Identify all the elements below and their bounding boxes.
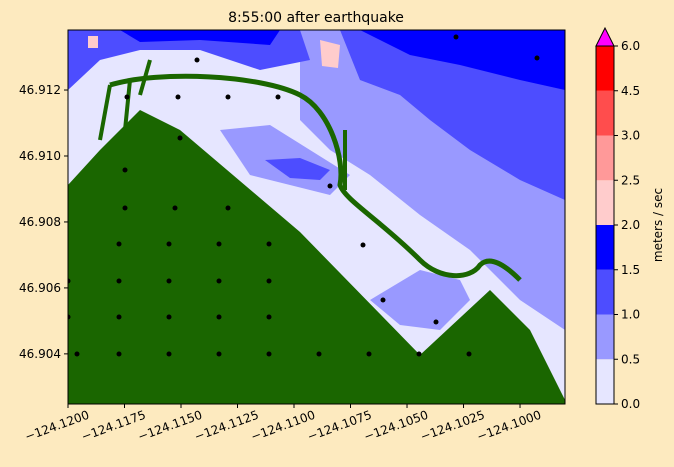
- particle: [175, 94, 181, 100]
- colorbar-tick-label: 2.5: [621, 173, 640, 187]
- particle: [380, 297, 386, 303]
- particle: [216, 241, 222, 247]
- particle: [166, 351, 172, 357]
- land: [68, 110, 565, 404]
- particle: [366, 351, 372, 357]
- particle: [122, 205, 128, 211]
- particle: [327, 183, 333, 189]
- water-zone: [265, 158, 330, 180]
- particle: [266, 351, 272, 357]
- particle: [534, 55, 540, 61]
- colorbar-tick-label: 6.0: [621, 39, 640, 53]
- colorbar-bin: [596, 90, 614, 136]
- water-zone: [88, 36, 98, 48]
- water-zone: [320, 40, 340, 68]
- particle: [216, 278, 222, 284]
- colorbar-tick-label: 4.5: [621, 84, 640, 98]
- particle: [122, 167, 128, 173]
- colorbar-bin: [596, 225, 614, 270]
- colorbar-label: meters / sec: [651, 188, 665, 262]
- colorbar-tick-label: 2.0: [621, 218, 640, 232]
- field: [68, 30, 565, 404]
- chart-title: 8:55:00 after earthquake: [228, 10, 404, 26]
- particle: [166, 278, 172, 284]
- particle: [116, 314, 122, 320]
- colorbar-bin: [596, 135, 614, 181]
- particle: [225, 205, 231, 211]
- colorbar-tick-label: 3.0: [621, 129, 640, 143]
- y-tick-label: 46.906: [19, 281, 61, 295]
- particle: [74, 351, 80, 357]
- colorbar-tick-label: 0.5: [621, 352, 640, 366]
- particle: [416, 351, 422, 357]
- particle: [453, 34, 459, 40]
- particle: [124, 94, 130, 100]
- colorbar-bin: [596, 359, 614, 404]
- particle: [116, 241, 122, 247]
- plot-frame: [67, 29, 566, 405]
- particle: [266, 314, 272, 320]
- y-tick-label: 46.904: [19, 347, 61, 361]
- particle: [68, 314, 71, 320]
- particle: [316, 351, 322, 357]
- particle: [360, 242, 366, 248]
- particle: [177, 135, 183, 141]
- particle: [266, 241, 272, 247]
- particle: [466, 351, 472, 357]
- water-zone: [68, 30, 310, 90]
- jetty: [109, 73, 522, 282]
- y-tick-label: 46.908: [19, 215, 61, 229]
- colorbar-bin: [596, 46, 614, 91]
- colorbar-tick-label: 1.0: [621, 308, 640, 322]
- y-tick-label: 46.912: [19, 83, 61, 97]
- particle: [225, 94, 231, 100]
- colorbar-tick-label: 1.5: [621, 263, 640, 277]
- particle: [68, 278, 71, 284]
- particle: [275, 94, 281, 100]
- particle: [194, 57, 200, 63]
- water-zone: [370, 270, 470, 330]
- particle: [116, 278, 122, 284]
- colorbar-bin: [596, 314, 614, 360]
- particle: [166, 241, 172, 247]
- particle: [172, 205, 178, 211]
- particle: [166, 314, 172, 320]
- particle: [116, 351, 122, 357]
- colorbar-bin: [596, 269, 614, 315]
- particle: [433, 319, 439, 325]
- particle: [216, 351, 222, 357]
- particle: [216, 314, 222, 320]
- water-zone: [360, 30, 565, 90]
- y-tick-label: 46.910: [19, 149, 61, 163]
- water-zone: [120, 30, 280, 45]
- particle: [266, 278, 272, 284]
- colorbar-bin: [596, 180, 614, 225]
- jetty: [98, 59, 347, 190]
- colorbar-tick-label: 0.0: [621, 397, 640, 411]
